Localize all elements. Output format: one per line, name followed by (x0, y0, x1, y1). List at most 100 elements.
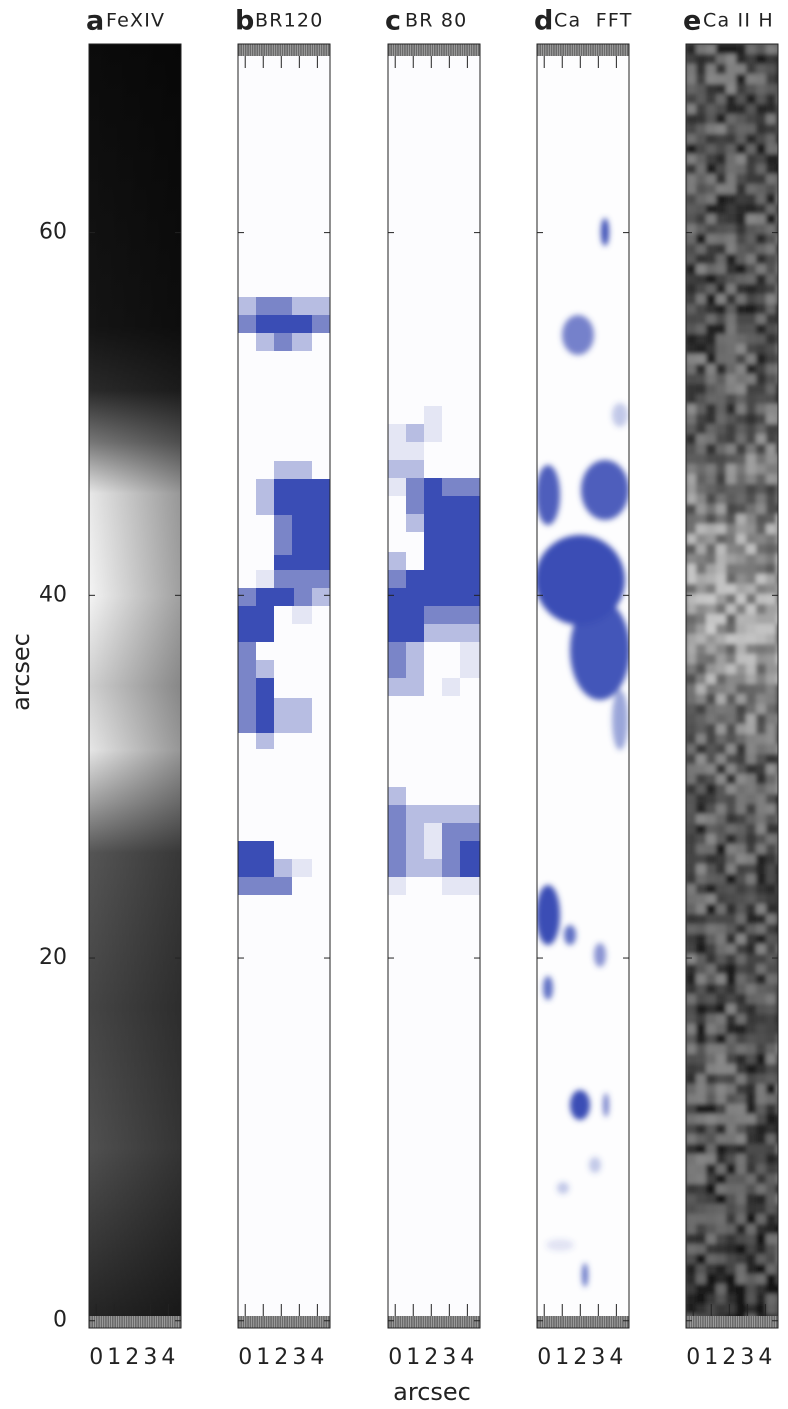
image-texture (736, 834, 747, 845)
image-texture (736, 1184, 747, 1195)
image-texture (696, 524, 707, 535)
image-texture (756, 1244, 767, 1255)
image-texture (776, 1164, 778, 1175)
image-texture (776, 834, 778, 845)
image-texture (686, 384, 697, 395)
image-texture (696, 444, 707, 455)
image-texture (766, 94, 777, 105)
image-texture (766, 1084, 777, 1095)
image-texture (766, 864, 777, 875)
image-texture (716, 214, 727, 225)
image-texture (696, 504, 707, 515)
image-texture (726, 1044, 737, 1055)
image-texture (716, 1064, 727, 1075)
image-texture (746, 144, 757, 155)
image-texture (776, 654, 778, 665)
image-texture (736, 44, 747, 55)
image-texture (776, 804, 778, 815)
image-texture (776, 574, 778, 585)
image-texture (686, 1034, 697, 1045)
image-texture (776, 614, 778, 625)
image-texture (716, 404, 727, 415)
image-texture (736, 964, 747, 975)
image-texture (746, 1304, 757, 1315)
image-texture (706, 684, 717, 695)
image-texture (776, 1014, 778, 1025)
image-texture (746, 874, 757, 885)
image-texture (726, 824, 737, 835)
image-texture (736, 134, 747, 145)
image-texture (756, 514, 767, 525)
image-texture (766, 774, 777, 785)
image-texture (746, 384, 757, 395)
image-texture (696, 1034, 707, 1045)
image-texture (686, 1174, 697, 1185)
image-texture (716, 904, 727, 915)
image-texture (686, 1024, 697, 1035)
image-texture (736, 1154, 747, 1165)
image-texture (716, 44, 727, 55)
image-texture (746, 894, 757, 905)
image-texture (746, 294, 757, 305)
image-texture (716, 984, 727, 995)
image-texture (776, 994, 778, 1005)
image-texture (756, 934, 767, 945)
image-texture (736, 1034, 747, 1045)
image-texture (746, 114, 757, 125)
image-texture (726, 864, 737, 875)
image-texture (686, 314, 697, 325)
image-texture (736, 654, 747, 665)
image-texture (766, 574, 777, 585)
image-texture (776, 274, 778, 285)
image-texture (686, 1224, 697, 1235)
image-texture (746, 234, 757, 245)
image-texture (726, 184, 737, 195)
image-texture (756, 1044, 767, 1055)
image-texture (696, 784, 707, 795)
x-tick-label: 1 (704, 1345, 718, 1370)
image-texture (716, 1224, 727, 1235)
image-texture (756, 1284, 767, 1295)
image-texture (706, 104, 717, 115)
image-texture (766, 594, 777, 605)
image-texture (726, 774, 737, 785)
image-texture (696, 184, 707, 195)
image-texture (776, 1184, 778, 1195)
image-texture (716, 504, 727, 515)
image-texture (686, 454, 697, 465)
image-texture (716, 714, 727, 725)
image-texture (716, 1194, 727, 1205)
image-texture (766, 534, 777, 545)
image-texture (696, 1184, 707, 1195)
image-texture (696, 134, 707, 145)
image-texture (686, 684, 697, 695)
image-texture (736, 154, 747, 165)
image-texture (776, 364, 778, 375)
image-texture (756, 904, 767, 915)
image-texture (766, 704, 777, 715)
image-texture (736, 264, 747, 275)
image-texture (726, 784, 737, 795)
image-texture (686, 1124, 697, 1135)
image-texture (726, 804, 737, 815)
image-texture (696, 64, 707, 75)
image-texture (746, 914, 757, 925)
image-texture (766, 1104, 777, 1115)
image-texture (756, 164, 767, 175)
image (238, 44, 330, 1328)
image-texture (696, 924, 707, 935)
image-texture (766, 104, 777, 115)
image-texture (766, 1034, 777, 1045)
image-texture (706, 514, 717, 525)
image-texture (746, 674, 757, 685)
image-texture (756, 454, 767, 465)
image-texture (706, 714, 717, 725)
image-texture (726, 994, 737, 1005)
image-texture (756, 984, 767, 995)
image-texture (756, 434, 767, 445)
image-texture (766, 1204, 777, 1215)
image-texture (706, 644, 717, 655)
image-texture (686, 1194, 697, 1205)
image-texture (686, 544, 697, 555)
image-texture (706, 934, 717, 945)
